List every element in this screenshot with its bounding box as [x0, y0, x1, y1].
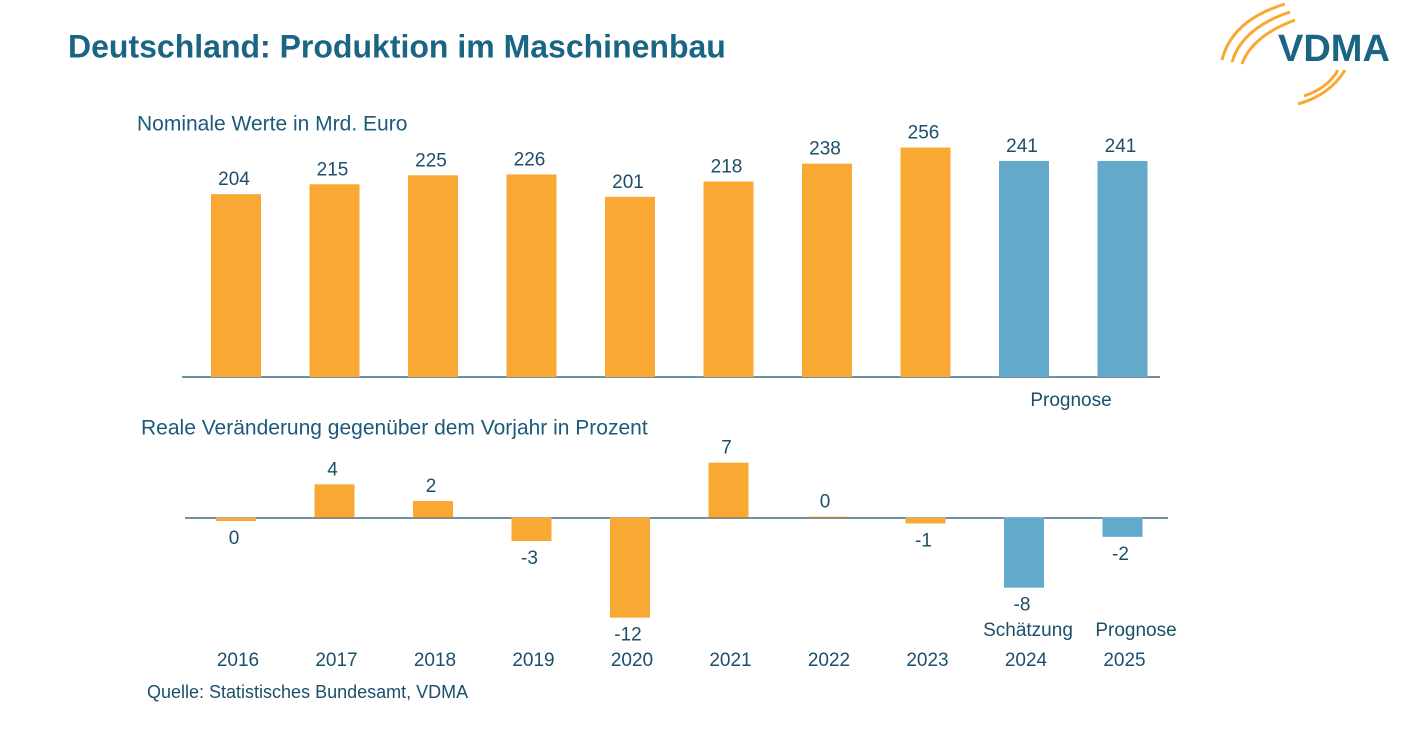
value-label: 226	[514, 149, 546, 170]
annotation: Prognose	[1030, 390, 1111, 411]
x-tick-label: 2025	[1103, 650, 1145, 671]
x-tick-label: 2021	[709, 650, 751, 671]
chart-title: Reale Veränderung gegenüber dem Vorjahr …	[141, 417, 648, 440]
x-tick-label: 2019	[512, 650, 554, 671]
x-tick-label: 2020	[611, 650, 653, 671]
annotation: Prognose	[1095, 620, 1176, 641]
value-label: 218	[711, 157, 743, 178]
bar	[708, 462, 749, 518]
x-tick-label: 2023	[906, 650, 948, 671]
x-tick-label: 2018	[414, 650, 456, 671]
source: Quelle: Statistisches Bundesamt, VDMA	[147, 682, 468, 702]
value-label: 225	[415, 150, 447, 171]
chart-title: Nominale Werte in Mrd. Euro	[137, 113, 407, 136]
bar	[216, 517, 256, 521]
bar	[408, 175, 458, 377]
value-label: -3	[521, 548, 538, 569]
annotation: Schätzung	[983, 620, 1073, 641]
value-label: 4	[327, 459, 338, 480]
value-label: 0	[229, 528, 240, 549]
value-label: -2	[1112, 544, 1129, 565]
logo: VDMA	[1220, 2, 1390, 106]
slide-title: Deutschland: Produktion im Maschinenbau	[68, 28, 726, 64]
bar	[807, 516, 847, 518]
logo-text: VDMA	[1278, 28, 1390, 70]
bar	[999, 160, 1049, 377]
x-tick-label: 2017	[315, 650, 357, 671]
value-label: 204	[218, 169, 250, 190]
bar	[511, 517, 552, 541]
value-label: 215	[317, 159, 349, 180]
bar	[605, 196, 655, 377]
value-label: 241	[1006, 136, 1038, 157]
value-label: -1	[915, 531, 932, 552]
value-label: 241	[1105, 136, 1137, 157]
value-label: 2	[426, 476, 437, 497]
value-label: 238	[809, 139, 841, 160]
value-label: -12	[614, 625, 641, 646]
bar	[900, 147, 951, 377]
bar	[1004, 517, 1044, 588]
bar	[413, 501, 453, 518]
bar	[309, 184, 360, 377]
value-label: -8	[1014, 595, 1031, 616]
x-tick-label: 2024	[1005, 650, 1048, 671]
bar	[1102, 517, 1143, 537]
bar	[314, 484, 355, 518]
value-label: 256	[908, 123, 940, 144]
bar	[802, 163, 852, 377]
x-tick-label: 2022	[808, 650, 850, 671]
bar	[211, 194, 261, 377]
value-label: 0	[820, 492, 831, 513]
bar	[506, 174, 557, 377]
x-tick-label: 2016	[217, 650, 259, 671]
bar	[1097, 160, 1148, 377]
value-label: 7	[721, 438, 732, 459]
bar	[905, 517, 946, 524]
value-label: 201	[612, 172, 644, 193]
bar	[703, 181, 754, 377]
bar	[610, 517, 650, 618]
